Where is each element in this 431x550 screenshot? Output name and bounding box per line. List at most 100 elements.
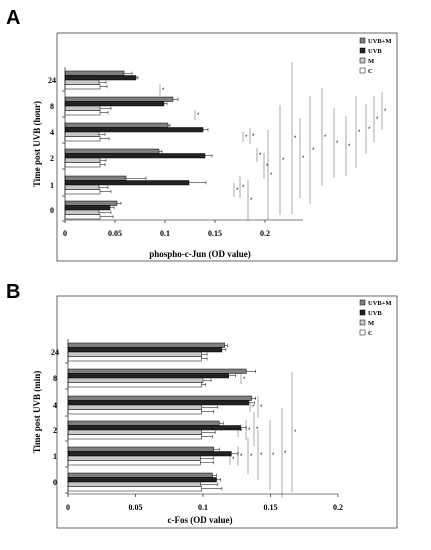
panel-a-bar-c-24 — [64, 84, 101, 90]
panel-a-significance-star: * — [324, 135, 327, 141]
panel-b-significance-star: * — [284, 451, 287, 457]
panel-a-y-axis-title: Time post UVB (hour) — [32, 101, 42, 187]
panel-b-significance-star: * — [256, 427, 259, 433]
panel-a-bar-c-8 — [64, 110, 101, 116]
panel-a-significance-marks: *** **** ********* ** *** — [159, 62, 387, 220]
panel-b-legend: UVB+M UVB MC — [359, 299, 392, 337]
panel-a-significance-star: * — [282, 158, 285, 164]
panel-a-bar-c-2 — [64, 162, 101, 168]
panel-a-significance-star: * — [250, 198, 253, 204]
panel-b-bar-uvb-m-4 — [67, 395, 252, 401]
panel-a-y-tick-label: 1 — [50, 181, 54, 190]
panel-a-significance-star: * — [236, 188, 239, 194]
panel-a-bar-uvb-m-2 — [64, 148, 160, 154]
panel-b-chart: UVB+M UVB MC * * * * * * * * * * * * * 0 0.05 0.1 0.15 0.2… — [32, 295, 398, 529]
panel-a-y-tick-label: 24 — [48, 76, 56, 85]
panel-b-y-tick-label: 24 — [51, 348, 59, 357]
panel-a-y-tick-label: 2 — [50, 154, 54, 163]
panel-b-significance-star: * — [248, 428, 251, 434]
panel-a-x-tick-label: 0.05 — [108, 229, 122, 238]
panel-b-y-tick-label: 8 — [53, 374, 57, 383]
panel-b-frame — [56, 295, 398, 529]
panel-a-legend-swatch — [359, 57, 366, 64]
panel-a-bar-uvb-m-1 — [64, 175, 127, 181]
panel-a-significance-star: * — [348, 144, 351, 150]
panel-b-y-tick-label: 4 — [53, 401, 57, 410]
panel-a-y-tick-label: 0 — [50, 206, 54, 215]
panel-a-bar-uvb-m-8 — [64, 96, 174, 102]
panel-a-letter: A — [6, 7, 20, 29]
panel-a-bar-m-8 — [64, 105, 101, 111]
panel-a-legend-swatch — [359, 37, 366, 44]
panel-b-bar-uvb-2 — [67, 425, 242, 431]
panel-b-significance-star: * — [260, 453, 263, 459]
panel-a-bar-uvb-24 — [64, 75, 137, 81]
panel-b-x-tick-label: 0.1 — [198, 503, 208, 512]
panel-a-x-tick-label: 0.1 — [160, 229, 170, 238]
panel-b-bar-uvb-m-2 — [67, 420, 220, 426]
panel-a-significance-star: * — [252, 134, 255, 140]
panel-a-significance-star: * — [358, 130, 361, 136]
panel-a-legend: UVB+M UVB MC — [359, 37, 392, 75]
panel-a-frame — [56, 32, 398, 262]
panel-a-significance-star: * — [336, 141, 339, 147]
panel-a-bar-uvb-m-4 — [64, 122, 169, 128]
panel-b-letter: B — [6, 281, 20, 303]
panel-a-significance-star: * — [312, 148, 315, 154]
panel-a-x-axis-title: phospho-c-Jun (OD value) — [149, 249, 251, 259]
panel-b-x-tick-label: 0.2 — [333, 503, 343, 512]
panel-a-bar-uvb-m-0 — [64, 200, 118, 206]
panel-b-significance-star: * — [294, 430, 297, 436]
panel-b-bar-c-0 — [67, 486, 202, 492]
panel-b-bar-uvb-m-24 — [67, 342, 225, 348]
panel-a-legend-swatch — [359, 47, 366, 54]
panel-b-y-tick-label: 1 — [53, 452, 57, 461]
panel-a-bar-uvb-0 — [64, 205, 111, 211]
panel-b-bar-uvb-1 — [67, 451, 232, 457]
panel-a-bar-m-0 — [64, 209, 100, 215]
panel-a-x-tick-label: 0.15 — [208, 229, 222, 238]
panel-a-significance-star: * — [162, 88, 165, 94]
panel-b-significance-marks: * * * * * * * * * * * * * — [229, 372, 297, 498]
panel-b-significance-star: * — [243, 377, 246, 383]
panel-b-x-tick-label: 0.15 — [264, 503, 278, 512]
panel-a-significance-star: * — [270, 173, 273, 179]
panel-a-significance-star: * — [242, 185, 245, 191]
panel-b-bar-c-8 — [67, 382, 202, 388]
panel-b-significance-star: * — [272, 453, 275, 459]
panel-a-significance-star: * — [197, 113, 200, 119]
panel-a-x-tick-label: 0.2 — [260, 229, 270, 238]
panel-b-bar-uvb-4 — [67, 400, 250, 406]
panel-b-y-tick-label: 0 — [53, 478, 57, 487]
panel-b-bar-c-1 — [67, 460, 201, 466]
panel-a-bar-c-1 — [64, 189, 101, 195]
panel-b-x-tick-label: 0 — [66, 503, 70, 512]
panel-b-bar-uvb-0 — [67, 477, 217, 483]
panel-b-bar-m-2 — [67, 429, 202, 435]
panel-b-significance-star: * — [232, 457, 235, 463]
panel-a-bar-uvb-2 — [64, 153, 206, 159]
panel-b-legend-label: M — [368, 320, 374, 327]
panel-a-significance-star: * — [245, 135, 248, 141]
panel-b-significance-star: * — [240, 454, 243, 460]
panel-a-significance-star: * — [302, 156, 305, 162]
panel-a-bar-m-4 — [64, 131, 100, 137]
panel-b-legend-label: UVB — [368, 310, 382, 317]
panel-a-x-tick-label: 0 — [63, 229, 67, 238]
panel-a-significance-star: * — [376, 117, 379, 123]
panel-b-legend-label: C — [368, 330, 373, 337]
panel-b-bar-c-4 — [67, 409, 202, 415]
panel-b-y-axis-title: Time post UVB (min) — [32, 371, 42, 454]
panel-b-bar-m-4 — [67, 404, 202, 410]
panel-a-y-tick-label: 4 — [50, 128, 54, 137]
panel-b-bar-m-24 — [67, 351, 202, 357]
panel-a-legend-label: UVB — [368, 48, 382, 55]
panel-a-bar-uvb-1 — [64, 180, 190, 186]
panel-a-legend-label: C — [368, 68, 373, 75]
panel-a-bar-uvb-4 — [64, 127, 204, 133]
panel-a-significance-star: * — [368, 127, 371, 133]
